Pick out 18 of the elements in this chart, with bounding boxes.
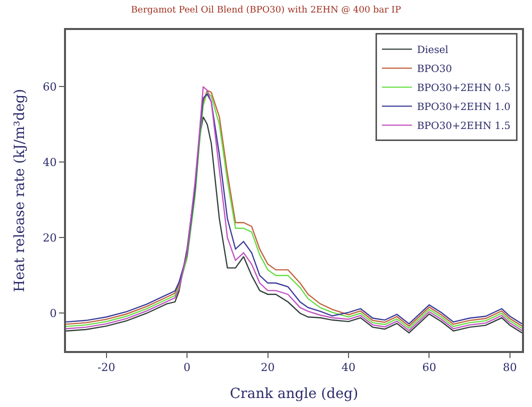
x-tick-label: 20 [260,361,275,374]
legend-label: BPO30 [416,64,452,76]
y-axis-title: Heat release rate (kJ/m³deg) [12,88,28,292]
x-tick-label: 0 [184,361,191,374]
y-tick-label: 40 [42,156,57,170]
x-tick-label: 60 [422,361,436,374]
legend-label: Diesel [416,45,448,56]
legend-label: BPO30+2EHN 1.5 [416,121,511,132]
legend-label: BPO30+2EHN 1.0 [416,102,511,114]
y-tick-label: 20 [42,232,57,245]
y-tick-label: 60 [42,80,57,94]
x-tick-label: 40 [341,361,356,374]
x-tick-label: -20 [97,361,116,374]
legend-label: BPO30+2EHN 0.5 [416,83,511,94]
chart-title: Bergamot Peel Oil Blend (BPO30) with 2EHN @ 400 bar IP [131,5,401,16]
x-tick-label: 80 [502,361,517,374]
y-tick-label: 0 [50,307,57,320]
x-axis-title: Crank angle (deg) [230,386,358,402]
